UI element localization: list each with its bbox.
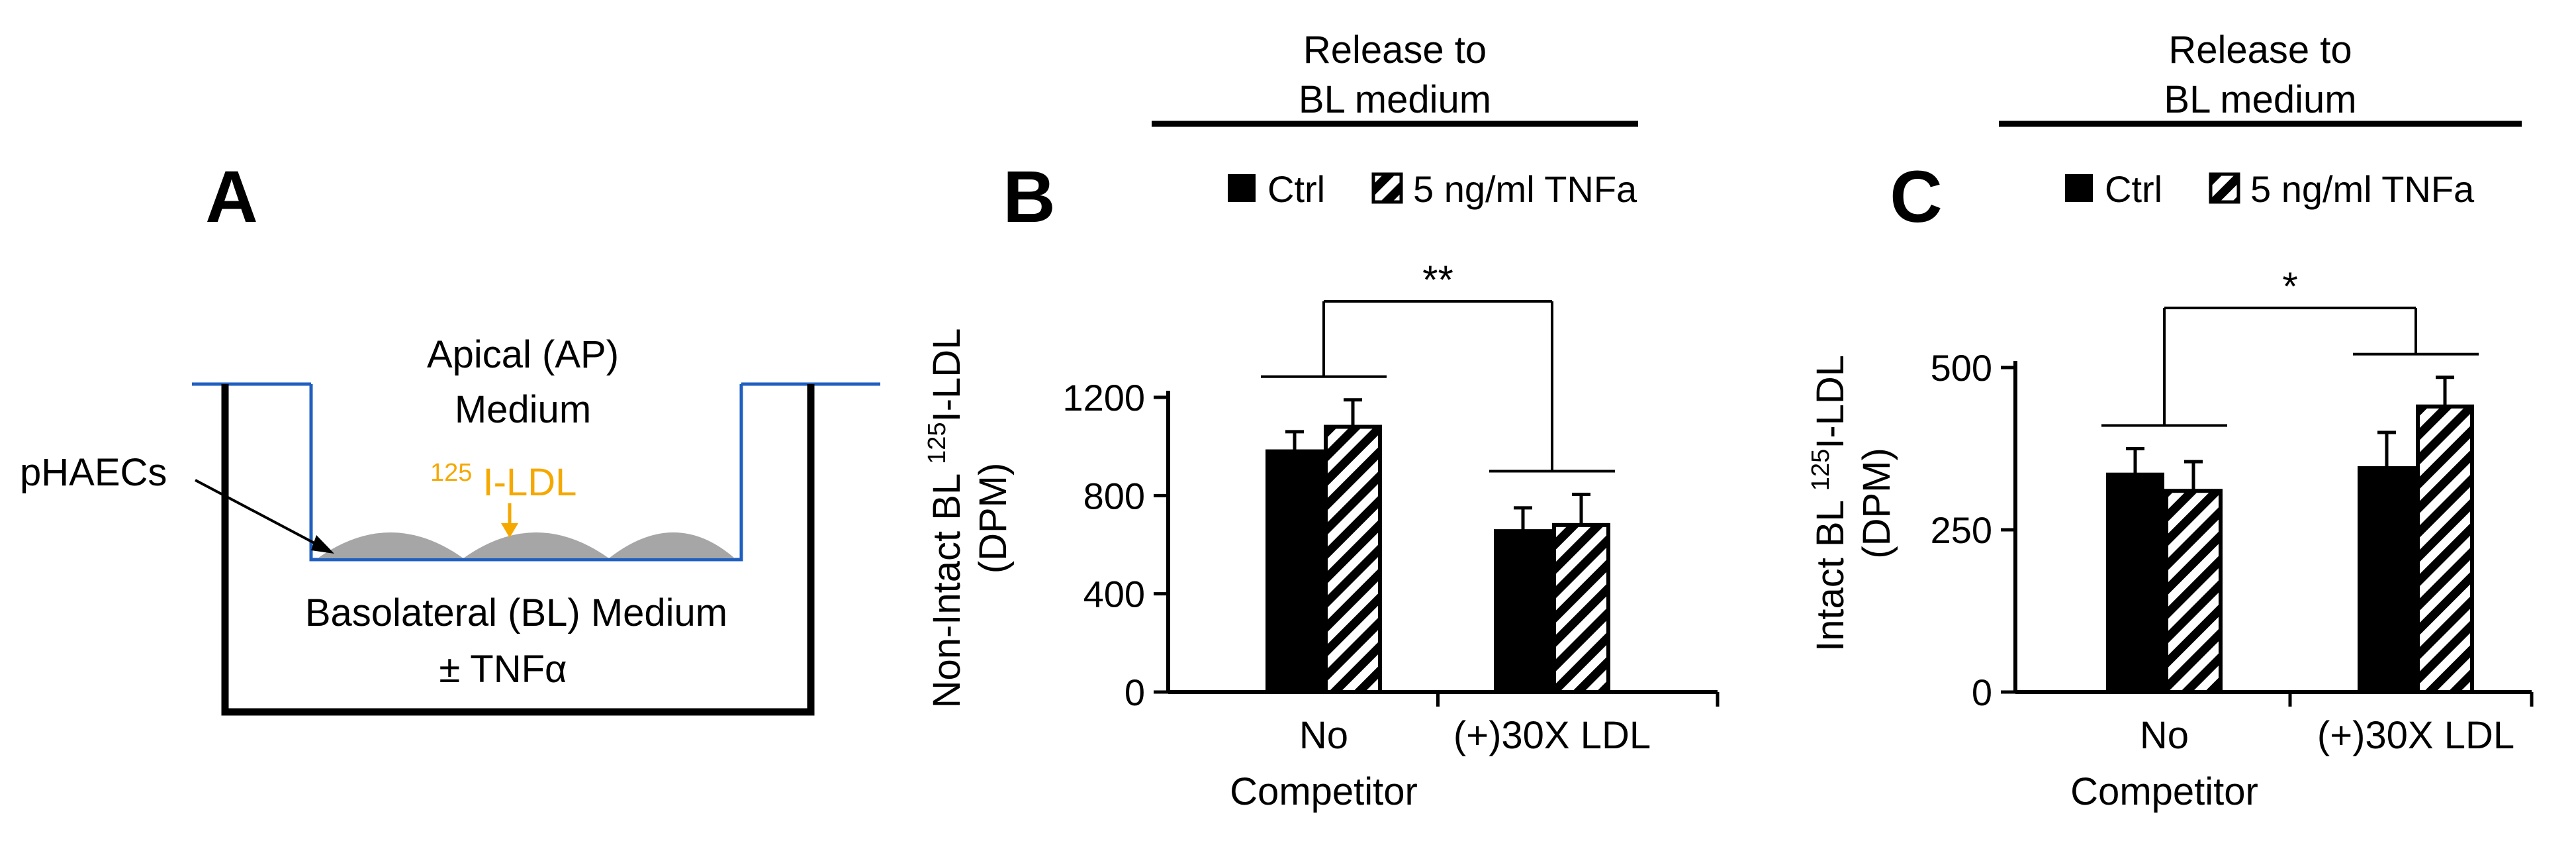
bar-tnfa-ldl	[2416, 404, 2474, 694]
y-axis-label-pre: Intact BL	[1809, 491, 1852, 652]
ldl-label-sup: 125	[430, 459, 472, 487]
basolateral-label-line1: Basolateral (BL) Medium	[305, 591, 727, 634]
cells-arrowhead	[311, 535, 334, 554]
bar-tnfa-no-competitor	[2164, 489, 2223, 694]
significance-bracket	[1261, 300, 1615, 473]
header-line2: BL medium	[1299, 78, 1491, 121]
y-tick-label: 250	[1931, 509, 1992, 551]
y-axis-label-sup: 125	[923, 422, 951, 464]
x-category-label: (+)30X LDL	[1453, 714, 1651, 757]
legend-swatch-tnfa	[2209, 172, 2240, 204]
bar-tnfa-ldl	[1552, 523, 1610, 694]
panel-b: B Release to BL medium Ctrl 5 ng/ml TNFa 0 400…	[923, 28, 1720, 813]
legend-label-tnfa: 5 ng/ml TNFa	[1413, 168, 1637, 210]
header-line2: BL medium	[2164, 78, 2356, 121]
cell-monolayer	[318, 532, 735, 558]
y-tick-label: 800	[1083, 475, 1145, 517]
y-axis-label-post: I-LDL	[925, 328, 968, 423]
bar-ctrl-no-competitor	[2106, 472, 2164, 694]
x-category-label: No	[2140, 714, 2189, 757]
apical-label-line1: Apical (AP)	[427, 333, 619, 376]
legend-label-tnfa: 5 ng/ml TNFa	[2250, 168, 2475, 210]
ldl-arrowhead	[501, 523, 518, 538]
x-category-label: (+)30X LDL	[2317, 714, 2514, 757]
legend-swatch-ctrl	[2065, 174, 2093, 202]
header-line1: Release to	[1303, 28, 1487, 72]
bar-ctrl-ldl	[2358, 466, 2416, 695]
legend-label-ctrl: Ctrl	[1267, 168, 1325, 210]
bar-ctrl-ldl	[1494, 529, 1552, 695]
y-axis-label-post: I-LDL	[1809, 355, 1852, 449]
y-axis-label-line1: Intact BL 125I-LDL	[1807, 355, 1852, 652]
significance-label: **	[1422, 258, 1453, 302]
ldl-label-main: I-LDL	[483, 461, 577, 504]
y-tick-label: 1200	[1062, 377, 1145, 419]
y-axis-label-sup: 125	[1807, 449, 1835, 491]
x-category-label: No	[1299, 714, 1348, 757]
x-category-label: Competitor	[1230, 770, 1418, 813]
significance-bracket	[2101, 307, 2479, 427]
panel-a-letter: A	[205, 156, 257, 238]
panel-a: A Apical (AP) Medium pHAECs 125 I-LDL Ba…	[20, 156, 880, 716]
y-tick-label: 0	[1972, 672, 1992, 713]
legend-swatch-tnfa	[1371, 172, 1403, 204]
y-tick-label: 500	[1931, 347, 1992, 389]
header-line1: Release to	[2168, 28, 2352, 72]
bar-ctrl-no-competitor	[1265, 449, 1324, 694]
x-category-label: Competitor	[2070, 770, 2258, 813]
panel-c: C Release to BL medium Ctrl 5 ng/ml TNFa 0 250…	[1807, 28, 2534, 813]
y-axis-label-line1: Non-Intact BL 125I-LDL	[923, 328, 968, 709]
basolateral-label-line2: ± TNFα	[439, 648, 567, 691]
cells-label: pHAECs	[20, 451, 167, 494]
y-axis-label-pre: Non-Intact BL	[925, 464, 968, 709]
y-tick-label: 400	[1083, 573, 1145, 615]
bar-tnfa-no-competitor	[1324, 424, 1382, 694]
cells-arrow	[195, 479, 325, 550]
significance-label: *	[2282, 264, 2297, 309]
legend-swatch-ctrl	[1228, 174, 1256, 202]
panel-letter: B	[1003, 156, 1055, 238]
ldl-label: 125 I-LDL	[430, 446, 576, 504]
y-tick-label: 0	[1125, 672, 1145, 713]
transwell-insert	[309, 384, 743, 562]
apical-label-line2: Medium	[455, 388, 591, 431]
panel-letter: C	[1890, 156, 1942, 238]
y-axis-label-line2: (DPM)	[1855, 448, 1898, 559]
y-axis-label-line2: (DPM)	[972, 463, 1015, 574]
legend-label-ctrl: Ctrl	[2105, 168, 2162, 210]
outer-well	[221, 384, 815, 716]
